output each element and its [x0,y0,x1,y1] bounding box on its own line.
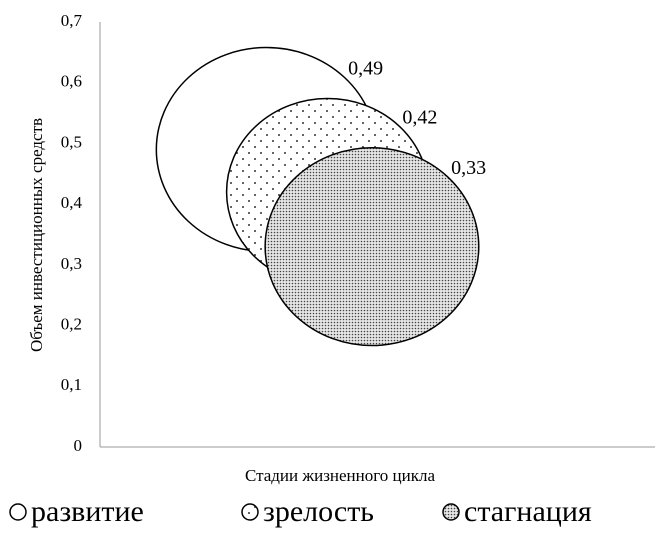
legend-marker [241,503,259,521]
data-label: 0,42 [402,107,437,129]
y-tick-label: 0,4 [61,193,83,212]
legend-label: развитие [31,495,144,528]
y-tick-label: 0,7 [61,11,83,30]
legend-label: зрелость [263,495,374,528]
y-tick-label: 0,1 [61,375,82,394]
legend-marker [442,503,460,521]
bubble [264,147,480,347]
y-axis-title: Объем инвестиционных средств [27,118,46,352]
y-tick-label: 0,5 [61,132,82,151]
x-axis-title: Стадии жизненного цикла [245,466,436,485]
y-tick-label: 0,2 [61,314,82,333]
data-label: 0,33 [451,157,486,179]
y-tick-label: 0,3 [61,254,82,273]
legend-marker [9,503,27,521]
y-tick-label: 0 [74,436,83,455]
y-tick-label: 0,6 [61,72,82,91]
data-label: 0,49 [348,58,383,80]
legend-label: стагнация [464,495,592,528]
